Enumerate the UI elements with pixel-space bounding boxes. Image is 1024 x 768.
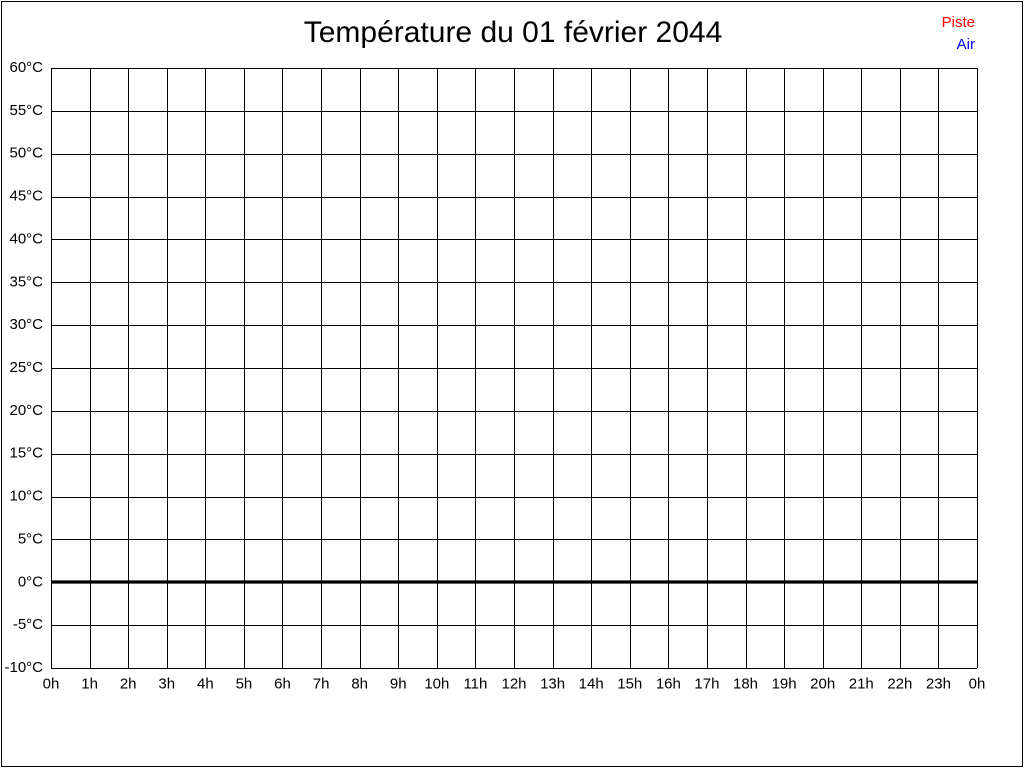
svg-text:21h: 21h <box>849 675 874 692</box>
svg-text:17h: 17h <box>694 675 719 692</box>
svg-text:5h: 5h <box>236 675 253 692</box>
svg-text:15h: 15h <box>617 675 642 692</box>
svg-text:12h: 12h <box>501 675 526 692</box>
svg-text:5°C: 5°C <box>18 530 43 547</box>
svg-text:60°C: 60°C <box>9 59 43 76</box>
svg-text:-5°C: -5°C <box>13 616 43 633</box>
svg-text:20h: 20h <box>810 675 835 692</box>
svg-text:13h: 13h <box>540 675 565 692</box>
svg-text:0°C: 0°C <box>18 573 43 590</box>
svg-text:30°C: 30°C <box>9 316 43 333</box>
svg-text:18h: 18h <box>733 675 758 692</box>
svg-text:4h: 4h <box>197 675 214 692</box>
svg-text:19h: 19h <box>772 675 797 692</box>
svg-text:-10°C: -10°C <box>4 659 43 676</box>
svg-text:9h: 9h <box>390 675 407 692</box>
svg-text:22h: 22h <box>887 675 912 692</box>
svg-text:1h: 1h <box>81 675 98 692</box>
svg-text:15°C: 15°C <box>9 445 43 462</box>
svg-text:11h: 11h <box>463 675 487 692</box>
svg-text:10°C: 10°C <box>9 488 43 505</box>
svg-text:10h: 10h <box>424 675 449 692</box>
svg-text:50°C: 50°C <box>9 145 43 162</box>
svg-text:23h: 23h <box>926 675 951 692</box>
svg-text:2h: 2h <box>120 675 137 692</box>
svg-text:14h: 14h <box>579 675 604 692</box>
svg-text:55°C: 55°C <box>9 102 43 119</box>
svg-text:6h: 6h <box>274 675 291 692</box>
svg-text:7h: 7h <box>313 675 330 692</box>
svg-text:35°C: 35°C <box>9 273 43 290</box>
svg-text:45°C: 45°C <box>9 188 43 205</box>
svg-text:16h: 16h <box>656 675 681 692</box>
svg-text:25°C: 25°C <box>9 359 43 376</box>
svg-text:8h: 8h <box>351 675 368 692</box>
svg-text:0h: 0h <box>43 675 60 692</box>
svg-text:0h: 0h <box>969 675 986 692</box>
svg-text:40°C: 40°C <box>9 230 43 247</box>
svg-text:3h: 3h <box>158 675 175 692</box>
svg-text:20°C: 20°C <box>9 402 43 419</box>
